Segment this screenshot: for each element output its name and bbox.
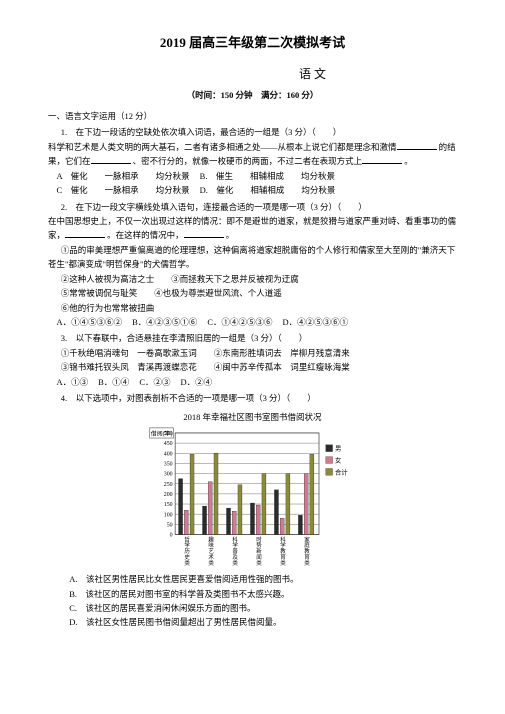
q3-opt-a: A．①③ (57, 375, 89, 389)
q1-options: A 催化 一脉相承 均分秋景 B. 催生 相辅相成 均分秋景 C 催化 一脉相承… (57, 169, 458, 198)
blank (184, 230, 224, 239)
q2-stem: 2. 在下边一段文字横线处填入语句，连接最合适的一项是哪一项（3 分）（ ） (48, 200, 457, 214)
svg-text:500: 500 (163, 431, 172, 437)
svg-text:科: 科 (232, 535, 238, 543)
q2-pb: 。在这样的情况中， (107, 230, 184, 240)
q1-opt-c: C 催化 一脉相承 均分秋景 (57, 183, 190, 197)
q1-opt-d: D. 催化 相辅相成 均分秋景 (200, 183, 336, 197)
question-4: 4. 以下选项中，对图表剖析不合适的一项是哪一项（3 分）（ ） 2018 年幸… (48, 391, 457, 630)
svg-text:400: 400 (163, 451, 172, 457)
svg-text:男: 男 (335, 445, 341, 453)
q3-stem: 3. 以下春联中，合适悬挂在李清照旧居的一组是（3 分）（ ） (48, 331, 457, 345)
subject: 语 文 (168, 64, 457, 84)
q2-pc: 。 (226, 230, 235, 240)
q2-l1: ①品的审美理想严重偏离道的伦理理想，这种偏离将道家超脱庸俗的个人修行和儒家至大至… (48, 243, 457, 272)
q3-l1: ①千秋绝唱消魂句 一卷高歌漱玉词 ②东南形胜填词去 岸柳月残意清来 (48, 346, 457, 360)
q2-options: A．①④⑤③⑥② B．④②③⑤①⑥ C．①④②⑤③⑥ D．④②⑤③⑥① (57, 315, 458, 329)
svg-text:时: 时 (256, 535, 262, 543)
section-1-heading: 一、语言文字运用（12 分） (48, 109, 457, 123)
svg-text:学: 学 (232, 541, 238, 549)
q4-opt-c: C. 该社区的居民喜爱消闲休闲娱乐方面的图书。 (57, 601, 458, 615)
svg-text:150: 150 (163, 502, 172, 508)
svg-text:350: 350 (163, 462, 172, 468)
timing: （时间：150 分钟 满分：160 分） (48, 88, 457, 102)
q1-passage: 科学和艺术是人类文明的两大基石，二者有诸多相通之处——从根本上说它们都是理念和激… (48, 140, 457, 169)
svg-text:及: 及 (232, 554, 238, 561)
svg-text:庭: 庭 (304, 541, 310, 549)
q1-stem: 1. 在下边一段话的空缺处依次填入词语，最合适的一组是（3 分）（ ） (48, 125, 457, 139)
svg-text:200: 200 (163, 492, 172, 498)
svg-text:势: 势 (256, 541, 262, 549)
blank (91, 156, 131, 165)
question-1: 1. 在下边一段话的空缺处依次填入词语，最合适的一组是（3 分）（ ） 科学和艺… (48, 125, 457, 197)
q4-options: A. 该社区男性居民比女性居民更喜爱借阅适用性强的图书。 B. 该社区的居民对图… (57, 572, 458, 630)
q2-passage: 在中国思想史上，不仅一次出现过这样的情况：即不是避世的道家，就是狡猾与道家严重对… (48, 214, 457, 243)
svg-text:学: 学 (184, 541, 190, 549)
svg-text:合计: 合计 (335, 468, 348, 477)
q3-opt-d: D．②④ (180, 375, 212, 389)
chart-title: 2018 年幸福社区图书室图书借阅状况 (48, 410, 457, 424)
blank (362, 156, 402, 165)
blank (397, 141, 437, 150)
q1-pd: 。 (404, 156, 413, 166)
svg-text:趣: 趣 (208, 535, 214, 543)
q1-opt-b: B. 催生 相辅相成 均分秋景 (200, 169, 335, 183)
blank (65, 230, 105, 239)
svg-text:哲: 哲 (184, 536, 190, 543)
question-2: 2. 在下边一段文字横线处填入语句，连接最合适的一项是哪一项（3 分）（ ） 在… (48, 200, 457, 330)
q2-opt-a: A．①④⑤③⑥② (57, 315, 123, 329)
q2-opt-d: D．④②⑤③⑥① (282, 315, 348, 329)
q3-opt-c: C．②③ (139, 375, 170, 389)
svg-text:术: 术 (208, 553, 214, 561)
svg-text:教: 教 (280, 547, 286, 555)
svg-text:450: 450 (163, 441, 172, 447)
svg-text:历: 历 (184, 548, 190, 555)
q2-opt-b: B．④②③⑤①⑥ (132, 315, 197, 329)
svg-text:100: 100 (163, 512, 172, 518)
q2-l3: ⑤常常被调侃与耻笑 ④也极为尊崇避世风流、个人道遥 (48, 286, 457, 300)
svg-text:闻: 闻 (256, 553, 262, 561)
question-3: 3. 以下春联中，合适悬挂在李清照旧居的一组是（3 分）（ ） ①千秋绝唱消魂句… (48, 331, 457, 389)
q1-pa: 科学和艺术是人类文明的两大基石，二者有诸多相通之处——从根本上说它们都是理念和激… (48, 142, 397, 152)
svg-text:育: 育 (280, 553, 286, 561)
svg-text:学: 学 (280, 541, 286, 549)
svg-text:50: 50 (166, 523, 172, 529)
svg-text:史: 史 (184, 553, 190, 561)
svg-text:科: 科 (280, 535, 286, 543)
svg-text:艺: 艺 (208, 548, 214, 555)
bar-chart: 借阅(本)050100150200250300350400450500哲学历史类… (143, 426, 363, 566)
svg-text:新: 新 (256, 547, 262, 555)
q3-options: A．①③ B．①④ C．②③ D．②④ (57, 375, 458, 389)
svg-text:300: 300 (163, 472, 172, 478)
q4-opt-d: D. 该社区女性居民图书借阅量超出了男性居民借阅量。 (57, 615, 458, 629)
q1-opt-a: A 催化 一脉相承 均分秋景 (57, 169, 190, 183)
q2-l2: ②这种人被视为高洁之士 ③而拯救天下之思并反被视为迂腐 (48, 272, 457, 286)
q4-opt-a: A. 该社区男性居民比女性居民更喜爱借阅适用性强的图书。 (57, 572, 458, 586)
svg-text:家: 家 (304, 535, 310, 543)
q4-stem: 4. 以下选项中，对图表剖析不合适的一项是哪一项（3 分）（ ） (48, 391, 457, 405)
page-title: 2019 届高三年级第二次模拟考试 (48, 32, 457, 54)
svg-text:普: 普 (232, 547, 238, 555)
q4-opt-b: B. 该社区的居民对图书室的科学普及类图书不太感兴趣。 (57, 587, 458, 601)
svg-text:味: 味 (208, 541, 214, 549)
q1-pc: 、密不行分的，就像一枚硬币的两面，不过二者在表现方式上 (133, 156, 363, 166)
svg-text:女: 女 (335, 456, 341, 465)
svg-text:教: 教 (304, 547, 310, 555)
svg-text:育: 育 (304, 553, 310, 561)
svg-text:0: 0 (169, 533, 172, 539)
exam-page: 2019 届高三年级第二次模拟考试 语 文 （时间：150 分钟 满分：160 … (0, 0, 505, 714)
q2-opt-c: C．①④②⑤③⑥ (207, 315, 272, 329)
q3-opt-b: B．①④ (98, 375, 129, 389)
svg-text:250: 250 (163, 482, 172, 488)
q3-l2: ③锦书难托钗头凤 青溪再渡蝶恋花 ④闽中苏辛传孤本 词里红瘦咏海棠 (48, 360, 457, 374)
q2-l4: ⑥他的行为也常常被扭曲 (48, 301, 457, 315)
